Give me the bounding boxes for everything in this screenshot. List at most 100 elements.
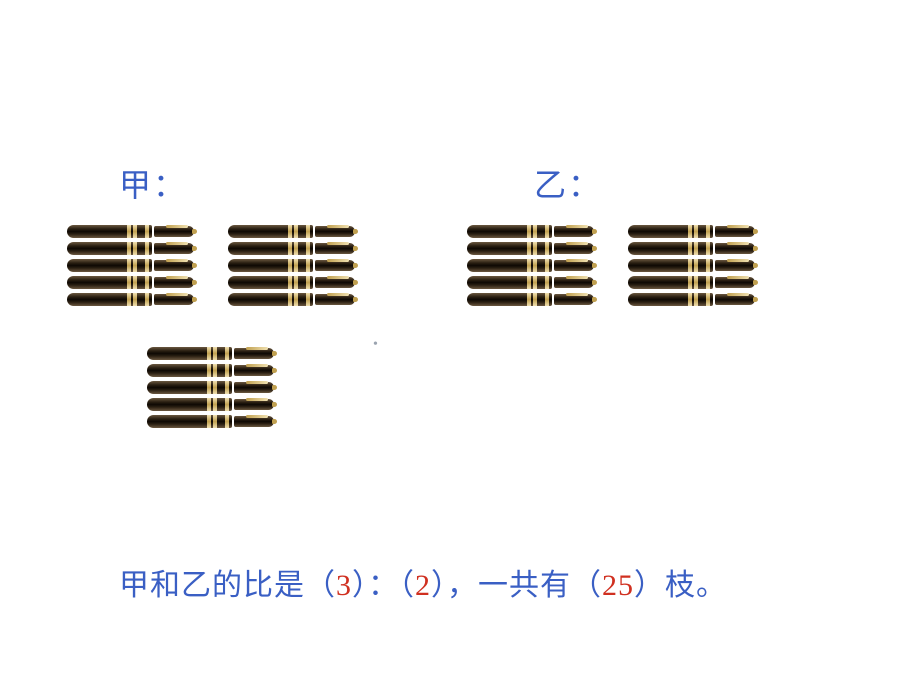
pen-band xyxy=(527,259,531,272)
pen-cap xyxy=(554,260,594,271)
pen-band xyxy=(127,259,131,272)
pen-icon xyxy=(467,292,597,306)
pen-band xyxy=(306,242,310,255)
pen-cap xyxy=(315,243,355,254)
pen-icon xyxy=(67,275,197,289)
pen-band xyxy=(688,242,692,255)
pen-band xyxy=(545,225,549,238)
pen-icon xyxy=(67,292,197,306)
pen-icon xyxy=(147,346,277,360)
pen-band xyxy=(294,293,298,306)
pen-box-jia xyxy=(215,207,371,323)
pen-body xyxy=(228,259,313,272)
pen-body xyxy=(467,225,552,238)
pen-band xyxy=(306,293,310,306)
pen-cap xyxy=(234,399,274,410)
pen-tip xyxy=(272,385,277,390)
pen-tip xyxy=(272,351,277,356)
pen-band xyxy=(207,364,211,377)
pen-band xyxy=(545,276,549,289)
pen-band xyxy=(207,381,211,394)
pen-cap xyxy=(315,294,355,305)
pen-icon xyxy=(467,258,597,272)
pen-clip xyxy=(246,347,268,350)
pen-band xyxy=(706,293,710,306)
answer-sentence: 甲和乙的比是（3）：（2），一共有（25）枝。 xyxy=(119,560,727,604)
pen-band xyxy=(533,242,537,255)
pen-band xyxy=(294,242,298,255)
pen-clip xyxy=(166,276,188,279)
pen-body xyxy=(67,276,152,289)
pen-box-yi xyxy=(615,207,771,323)
pen-band xyxy=(288,293,292,306)
pen-band xyxy=(545,242,549,255)
pen-cap xyxy=(154,277,194,288)
pen-tip xyxy=(353,280,358,285)
pen-clip xyxy=(327,293,349,296)
pen-icon xyxy=(228,275,358,289)
pen-icon xyxy=(147,414,277,428)
pen-icon xyxy=(628,224,758,238)
pen-clip xyxy=(727,276,749,279)
pen-cap xyxy=(234,348,274,359)
pen-band xyxy=(225,364,229,377)
pen-cap xyxy=(715,260,755,271)
pen-body xyxy=(147,381,232,394)
pen-tip xyxy=(192,280,197,285)
pen-clip xyxy=(566,293,588,296)
pen-tip xyxy=(353,229,358,234)
pen-band xyxy=(207,398,211,411)
pen-clip xyxy=(566,259,588,262)
pen-band xyxy=(527,293,531,306)
pen-band xyxy=(306,276,310,289)
pen-band xyxy=(306,259,310,272)
pen-band xyxy=(145,259,149,272)
pen-cap xyxy=(315,277,355,288)
pen-body xyxy=(67,242,152,255)
pen-band xyxy=(527,225,531,238)
pen-band xyxy=(694,259,698,272)
pen-icon xyxy=(67,241,197,255)
pen-icon xyxy=(228,258,358,272)
pen-body xyxy=(147,364,232,377)
pen-band xyxy=(225,347,229,360)
pen-cap xyxy=(234,416,274,427)
pen-cap xyxy=(554,277,594,288)
pen-tip xyxy=(192,229,197,234)
sentence-text: ）：（ xyxy=(352,569,415,602)
pen-band xyxy=(694,293,698,306)
label-jia: 甲： xyxy=(119,160,187,206)
pen-tip xyxy=(753,229,758,234)
pen-band xyxy=(533,259,537,272)
pen-cap xyxy=(154,226,194,237)
pen-body xyxy=(67,225,152,238)
pen-band xyxy=(207,415,211,428)
pen-body xyxy=(628,242,713,255)
pen-cap xyxy=(715,243,755,254)
pen-tip xyxy=(753,263,758,268)
pen-band xyxy=(694,242,698,255)
pen-icon xyxy=(628,258,758,272)
pen-body xyxy=(628,259,713,272)
pen-icon xyxy=(628,275,758,289)
pen-band xyxy=(706,242,710,255)
pen-band xyxy=(213,415,217,428)
pen-icon xyxy=(147,397,277,411)
pen-body xyxy=(628,225,713,238)
pen-body xyxy=(147,347,232,360)
pen-band xyxy=(213,347,217,360)
sentence-text: 甲和乙的比是（ xyxy=(119,569,336,602)
pen-clip xyxy=(727,225,749,228)
pen-band xyxy=(127,293,131,306)
pen-clip xyxy=(327,259,349,262)
pen-band xyxy=(225,381,229,394)
pen-cap xyxy=(154,294,194,305)
pen-band xyxy=(533,225,537,238)
pen-tip xyxy=(192,246,197,251)
pen-band xyxy=(145,242,149,255)
pen-cap xyxy=(154,260,194,271)
pen-cap xyxy=(715,277,755,288)
pen-cap xyxy=(234,382,274,393)
pen-band xyxy=(688,225,692,238)
center-dot-icon: • xyxy=(373,337,378,353)
